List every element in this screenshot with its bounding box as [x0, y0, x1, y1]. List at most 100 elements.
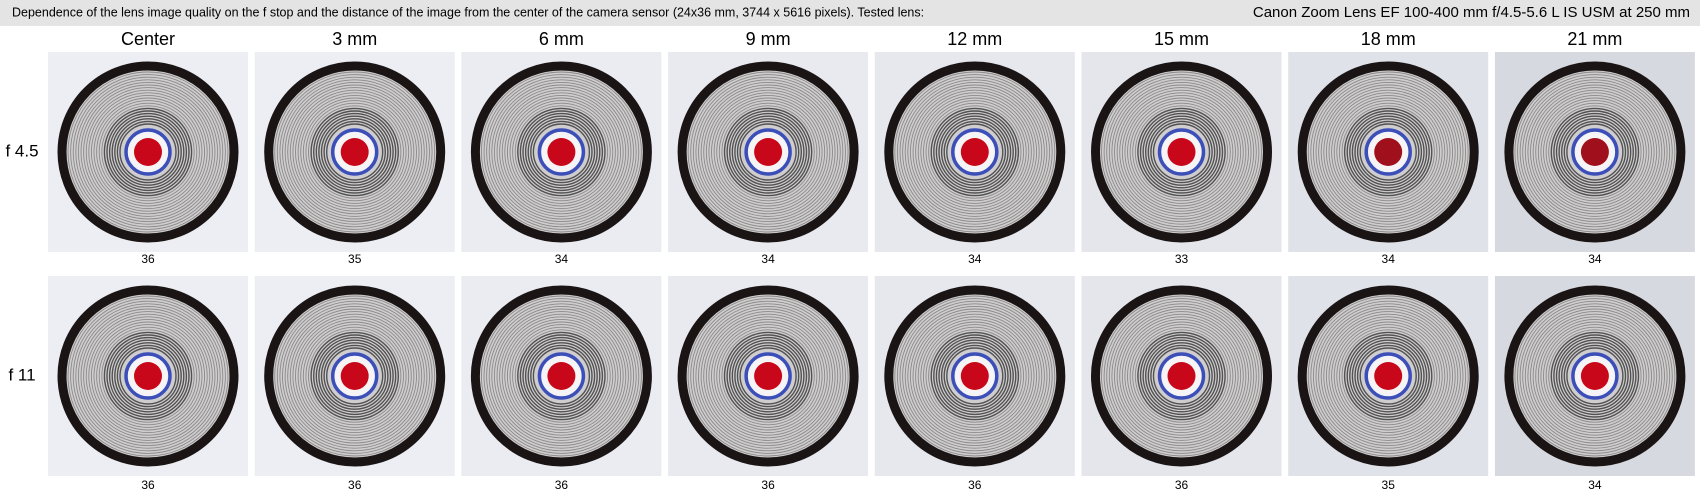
ring — [1132, 102, 1231, 202]
ring — [1134, 105, 1229, 199]
ring — [77, 81, 219, 223]
ring — [517, 107, 606, 197]
ring — [1119, 313, 1244, 439]
ring — [1543, 324, 1647, 428]
ring — [940, 342, 1009, 410]
ring — [723, 107, 813, 197]
ring — [1325, 313, 1451, 439]
ring — [1144, 115, 1218, 189]
ring — [946, 347, 1004, 405]
ring — [1101, 71, 1262, 233]
ring — [527, 342, 596, 410]
ring — [75, 79, 221, 225]
ring — [1106, 300, 1257, 452]
ring — [930, 107, 1020, 197]
ring — [1116, 311, 1247, 441]
ring — [72, 300, 224, 452]
ring — [326, 347, 384, 405]
ring — [907, 84, 1043, 220]
ring — [726, 110, 810, 194]
ring — [493, 308, 629, 444]
ring — [1349, 112, 1428, 192]
ring — [1119, 89, 1244, 215]
ring — [716, 100, 820, 204]
ring — [1325, 89, 1451, 215]
ring — [111, 115, 185, 189]
ring — [1103, 74, 1260, 230]
ring — [522, 112, 601, 192]
ring — [119, 347, 177, 405]
ring — [305, 102, 404, 202]
ring — [276, 298, 433, 454]
ring — [1563, 344, 1627, 408]
target-image — [1288, 52, 1489, 252]
ring — [736, 344, 800, 408]
ring — [1555, 112, 1635, 192]
red-dot — [340, 362, 369, 390]
ring — [524, 115, 598, 189]
ring — [698, 81, 839, 223]
red-dot — [960, 138, 989, 166]
ring — [711, 94, 826, 210]
ring — [1343, 107, 1433, 197]
ring — [705, 313, 831, 439]
score: 35 — [1382, 478, 1396, 492]
ring — [108, 336, 188, 416]
ring — [1152, 123, 1211, 181]
ring — [282, 79, 428, 225]
red-dot — [960, 362, 989, 390]
ring — [920, 97, 1030, 207]
ring — [80, 308, 216, 444]
ring — [1137, 331, 1226, 421]
ring — [499, 89, 624, 215]
ring — [1550, 107, 1640, 197]
ring — [83, 87, 213, 217]
ring — [1132, 326, 1231, 426]
ring — [703, 311, 833, 441]
ring — [323, 120, 387, 184]
ring — [1331, 318, 1446, 434]
column-header: Center — [121, 29, 175, 49]
ring — [282, 303, 428, 449]
ring — [96, 324, 200, 428]
ring — [1152, 347, 1211, 405]
ring — [940, 118, 1009, 186]
red-dot — [1374, 138, 1403, 166]
ring — [83, 311, 213, 441]
target-image — [1081, 276, 1282, 476]
ring — [943, 120, 1007, 184]
ring — [904, 305, 1045, 447]
ring — [716, 324, 820, 428]
ring — [1139, 110, 1224, 194]
score: 34 — [1588, 252, 1602, 266]
ring — [1341, 329, 1435, 423]
ring — [933, 334, 1017, 418]
ring — [483, 298, 640, 454]
ring — [96, 100, 200, 204]
ring — [93, 97, 203, 207]
ring — [1555, 336, 1635, 416]
ring — [77, 305, 219, 447]
ring — [279, 76, 430, 228]
ring — [480, 71, 642, 233]
ring — [1535, 92, 1655, 212]
ring — [731, 339, 805, 413]
ring — [1338, 326, 1438, 426]
score: 34 — [1588, 478, 1602, 492]
red-dot — [1580, 138, 1609, 166]
ring — [734, 342, 802, 410]
ring — [922, 324, 1027, 428]
ring — [902, 303, 1048, 449]
ring — [1142, 336, 1221, 416]
ring — [1527, 84, 1663, 220]
ring — [1320, 84, 1456, 220]
ring — [90, 94, 206, 210]
ring — [703, 87, 833, 217]
ring — [692, 300, 844, 452]
column-header: 6 mm — [539, 29, 584, 49]
ring — [938, 339, 1012, 413]
ring — [907, 308, 1043, 444]
ring — [708, 92, 828, 212]
ring — [284, 81, 425, 223]
ring — [690, 298, 846, 454]
